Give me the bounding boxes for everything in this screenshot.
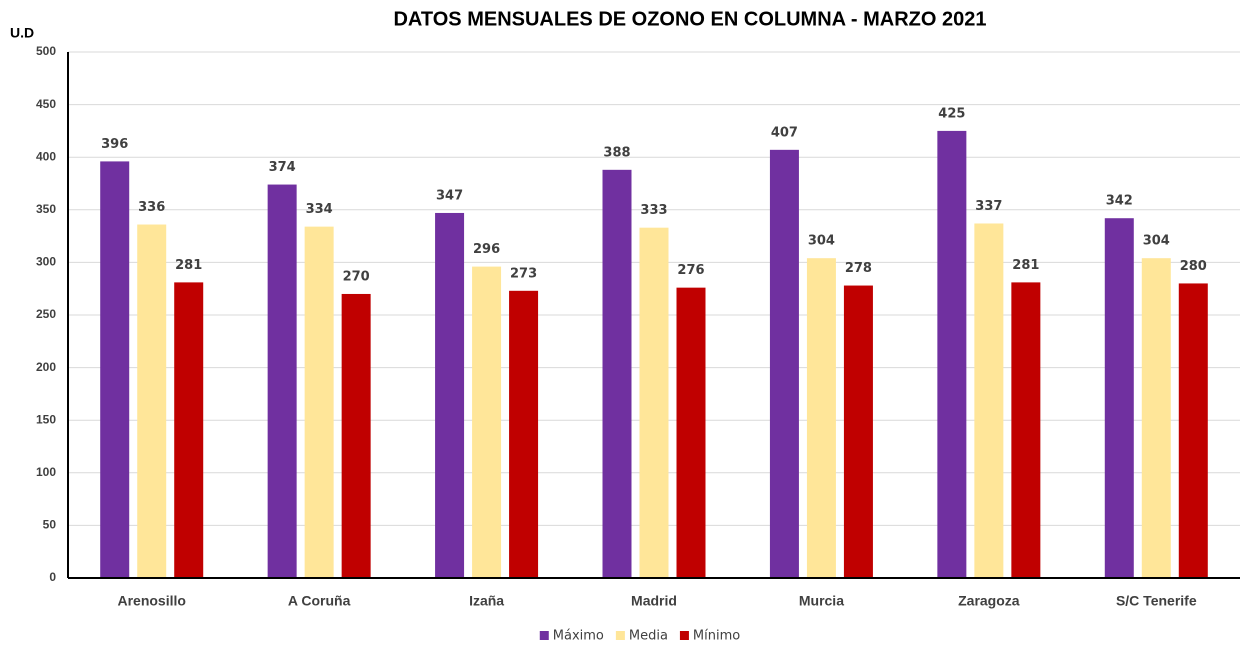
x-tick-label: S/C Tenerife bbox=[1116, 593, 1197, 609]
x-tick-label: Izaña bbox=[469, 593, 504, 609]
bar bbox=[974, 223, 1004, 578]
value-label: 281 bbox=[1012, 258, 1039, 273]
y-tick-label: 400 bbox=[36, 149, 56, 163]
value-label: 334 bbox=[306, 202, 333, 217]
value-label: 304 bbox=[808, 234, 835, 249]
bar bbox=[1011, 282, 1041, 578]
bar bbox=[509, 290, 539, 578]
value-label: 347 bbox=[436, 188, 463, 203]
bar bbox=[435, 212, 465, 578]
y-tick-label: 0 bbox=[49, 570, 56, 584]
y-tick-label: 100 bbox=[36, 465, 56, 479]
x-tick-label: A Coruña bbox=[288, 593, 351, 609]
bar bbox=[1104, 218, 1134, 578]
value-label: 407 bbox=[771, 125, 798, 140]
bar bbox=[769, 149, 799, 578]
bar bbox=[341, 293, 371, 578]
legend-label: Máximo bbox=[553, 629, 604, 644]
y-tick-label: 450 bbox=[36, 97, 56, 111]
bar bbox=[937, 130, 967, 578]
value-label: 374 bbox=[269, 160, 296, 175]
y-tick-label: 500 bbox=[36, 44, 56, 58]
bar bbox=[174, 282, 204, 578]
legend-swatch bbox=[679, 631, 689, 640]
value-label: 273 bbox=[510, 266, 537, 281]
value-label: 280 bbox=[1180, 259, 1207, 274]
bar bbox=[304, 226, 334, 578]
value-label: 333 bbox=[640, 203, 667, 218]
legend-label: Media bbox=[629, 629, 668, 644]
x-tick-label: Zaragoza bbox=[958, 593, 1020, 609]
bar bbox=[1141, 258, 1171, 578]
y-axis-label: U.D bbox=[10, 25, 34, 41]
y-tick-label: 250 bbox=[36, 307, 56, 321]
value-label: 281 bbox=[175, 258, 202, 273]
legend-swatch bbox=[615, 631, 625, 640]
value-label: 276 bbox=[677, 263, 704, 278]
legend-label: Mínimo bbox=[693, 629, 740, 644]
bar bbox=[100, 161, 130, 578]
value-label: 388 bbox=[603, 145, 630, 160]
value-label: 270 bbox=[343, 269, 370, 284]
value-label: 337 bbox=[975, 199, 1002, 214]
chart-title: DATOS MENSUALES DE OZONO EN COLUMNA - MA… bbox=[393, 8, 986, 30]
bar bbox=[472, 266, 502, 578]
bar bbox=[1178, 283, 1208, 578]
bar bbox=[267, 184, 297, 578]
legend-swatch bbox=[539, 631, 549, 640]
y-tick-label: 200 bbox=[36, 360, 56, 374]
value-label: 278 bbox=[845, 261, 872, 276]
y-tick-label: 350 bbox=[36, 202, 56, 216]
value-label: 396 bbox=[101, 137, 128, 152]
x-tick-label: Madrid bbox=[631, 593, 677, 609]
value-label: 296 bbox=[473, 242, 500, 257]
value-label: 336 bbox=[138, 200, 165, 215]
value-label: 425 bbox=[938, 106, 965, 121]
bar bbox=[602, 169, 632, 578]
bar bbox=[843, 285, 873, 578]
y-tick-label: 300 bbox=[36, 255, 56, 269]
bar bbox=[676, 287, 706, 578]
y-tick-label: 50 bbox=[43, 518, 57, 532]
x-tick-label: Murcia bbox=[799, 593, 844, 609]
value-label: 304 bbox=[1143, 234, 1170, 249]
x-tick-label: Arenosillo bbox=[117, 593, 185, 609]
bar bbox=[806, 258, 836, 578]
bar bbox=[639, 227, 669, 578]
value-label: 342 bbox=[1106, 194, 1133, 209]
bar bbox=[137, 224, 167, 578]
y-tick-label: 150 bbox=[36, 412, 56, 426]
